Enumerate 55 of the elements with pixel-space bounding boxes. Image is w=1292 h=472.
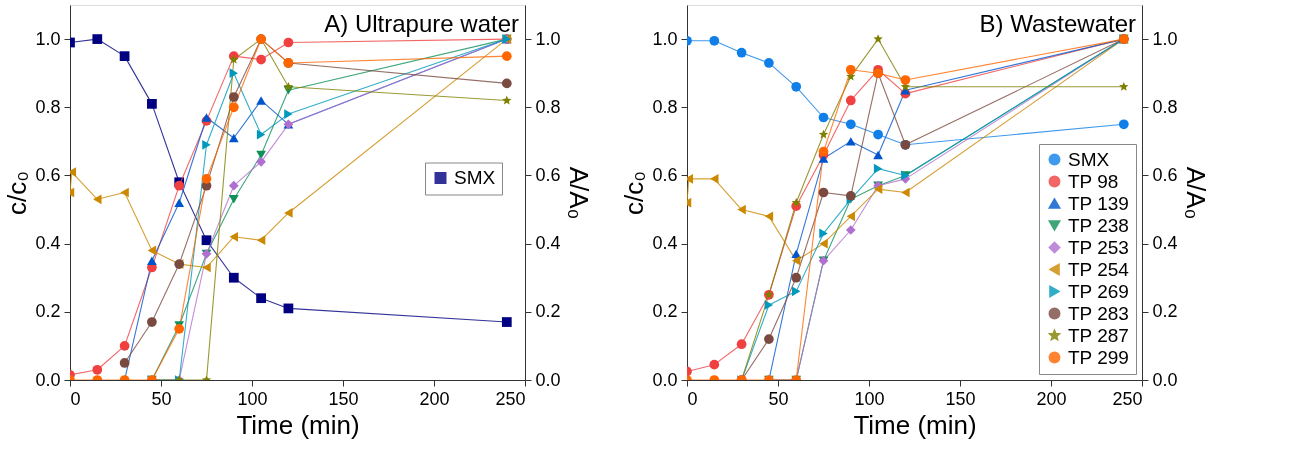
chart-title: B) Wastewater	[979, 10, 1136, 37]
x-tick-label: 100	[854, 388, 885, 409]
y-tick-label: 0.6	[35, 164, 61, 185]
y-tick-label: 0.2	[35, 301, 61, 322]
y-tick-label: 1.0	[35, 28, 61, 49]
x-tick-label: 250	[1112, 388, 1143, 409]
y2-tick-label: 0.6	[1152, 164, 1178, 185]
x-tick-label: 100	[237, 388, 268, 409]
x-axis-title: Time (min)	[236, 409, 360, 440]
y2-tick-label: 0.0	[1152, 369, 1178, 390]
y2-tick-label: 1.0	[1152, 28, 1178, 49]
y2-tick-label: 0.4	[535, 233, 561, 254]
y-tick-label: 0.6	[652, 164, 678, 185]
legend-label: TP 283	[1068, 302, 1129, 324]
y-tick-label: 0.4	[652, 233, 678, 254]
legend-label: SMX	[454, 167, 496, 188]
y-tick-label: 0.8	[652, 96, 678, 117]
legend-label: TP 253	[1068, 236, 1129, 258]
x-axis-title: Time (min)	[853, 409, 977, 440]
legend-label: TP 238	[1068, 214, 1129, 236]
legend-label: SMX	[1068, 148, 1110, 170]
x-tick-label: 150	[945, 388, 976, 409]
y2-tick-label: 0.0	[535, 369, 561, 390]
x-tick-label: 200	[419, 388, 450, 409]
chart-title: A) Ultrapure water	[324, 10, 519, 37]
legend-label: TP 287	[1068, 324, 1129, 346]
y-tick-label: 0.4	[35, 233, 61, 254]
y2-tick-label: 0.2	[535, 301, 561, 322]
legend-label: TP 254	[1068, 258, 1130, 280]
y2-tick-label: 0.8	[535, 96, 561, 117]
y2-tick-label: 0.8	[1152, 96, 1178, 117]
x-tick-label: 50	[768, 388, 789, 409]
y-axis-title: c/c₀	[619, 170, 650, 216]
x-tick-label: 200	[1036, 388, 1067, 409]
y2-axis-title: A/A₀	[1180, 166, 1211, 220]
legend-label: TP 299	[1068, 346, 1129, 368]
y-tick-label: 0.0	[35, 369, 61, 390]
legend-label: TP 98	[1068, 170, 1119, 192]
y2-tick-label: 0.4	[1152, 233, 1178, 254]
y2-tick-label: 0.2	[1152, 301, 1178, 322]
y-axis-title: c/c₀	[2, 170, 33, 216]
y2-tick-label: 1.0	[535, 28, 561, 49]
y2-tick-label: 0.6	[535, 164, 561, 185]
x-tick-label: 150	[328, 388, 359, 409]
legend-label: TP 139	[1068, 192, 1129, 214]
legend-label: TP 269	[1068, 280, 1129, 302]
x-tick-label: 0	[687, 388, 698, 409]
y-tick-label: 0.0	[652, 369, 678, 390]
x-tick-label: 50	[151, 388, 172, 409]
x-tick-label: 250	[495, 388, 526, 409]
y-tick-label: 0.8	[35, 96, 61, 117]
y-tick-label: 1.0	[652, 28, 678, 49]
y2-axis-title: A/A₀	[563, 166, 594, 220]
y-tick-label: 0.2	[652, 301, 678, 322]
x-tick-label: 0	[70, 388, 81, 409]
